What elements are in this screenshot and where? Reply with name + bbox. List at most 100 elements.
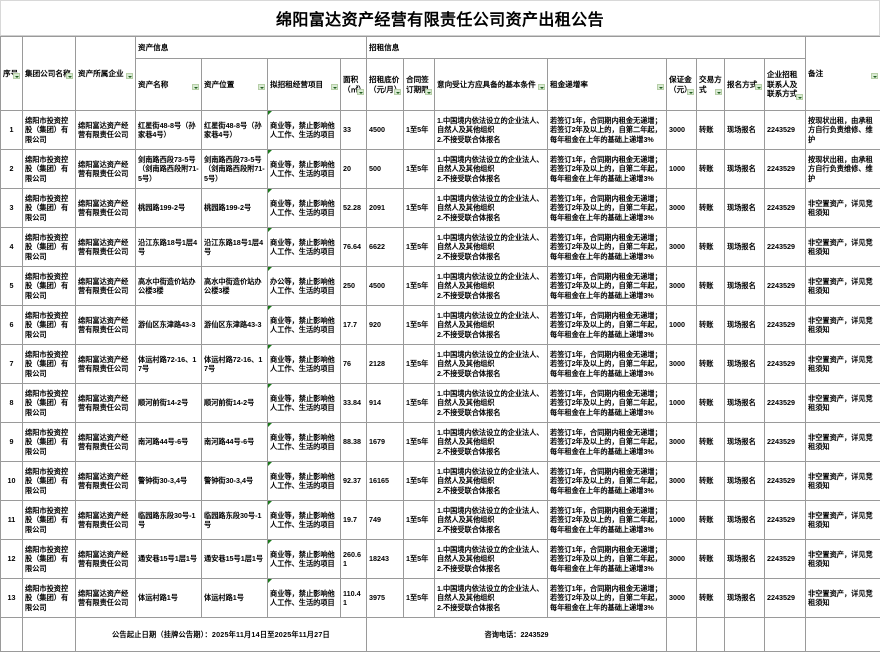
cell-owner-enterprise: 绵阳富达资产经营有限责任公司 <box>76 462 136 501</box>
col-header-contract-term[interactable]: 合同签订期限 <box>404 59 435 111</box>
footer-blank-4 <box>697 618 725 652</box>
filter-arrow-icon[interactable] <box>331 84 338 90</box>
filter-arrow-icon[interactable] <box>126 73 133 79</box>
cell-area: 110.41 <box>341 579 367 618</box>
col-header-deposit[interactable]: 保证金（元） <box>667 59 697 111</box>
cell-transaction-method: 转账 <box>697 306 725 345</box>
cell-transaction-method: 转账 <box>697 228 725 267</box>
cell-contract-term: 1至5年 <box>404 267 435 306</box>
cell-contact: 2243529 <box>765 540 806 579</box>
col-header-owner-enterprise[interactable]: 资产所属企业 <box>76 37 136 111</box>
filter-arrow-icon[interactable] <box>66 73 73 79</box>
filter-arrow-icon[interactable] <box>192 84 199 90</box>
cell-rent-escalation: 若签订1年，合同期内租金无递增；若签订2年及以上的，自第二年起，每年租金在上年的… <box>548 267 667 306</box>
col-header-transaction-method[interactable]: 交易方式 <box>697 59 725 111</box>
cell-index: 11 <box>1 501 23 540</box>
filter-arrow-icon[interactable] <box>357 89 364 95</box>
cell-deposit: 3000 <box>667 111 697 150</box>
col-header-base-price[interactable]: 招租底价（元/月） <box>367 59 404 111</box>
cell-owner-enterprise: 绵阳富达资产经营有限责任公司 <box>76 501 136 540</box>
cell-contact: 2243529 <box>765 111 806 150</box>
group-header-rent-info: 招租信息 <box>367 37 806 59</box>
cell-proposed-business: 商业等，禁止影响他人工作、生活的项目 <box>268 462 341 501</box>
col-header-signup-method[interactable]: 报名方式 <box>725 59 765 111</box>
filter-arrow-icon[interactable] <box>258 84 265 90</box>
cell-remark: 非空置资产，详见竞租须知 <box>806 189 880 228</box>
filter-arrow-icon[interactable] <box>13 73 20 79</box>
cell-index: 2 <box>1 150 23 189</box>
col-header-contact[interactable]: 企业招租联系人及联系方式 <box>765 59 806 111</box>
filter-arrow-icon[interactable] <box>755 84 762 90</box>
filter-arrow-icon[interactable] <box>687 89 694 95</box>
filter-arrow-icon[interactable] <box>715 89 722 95</box>
filter-arrow-icon[interactable] <box>871 73 878 79</box>
filter-arrow-icon[interactable] <box>425 89 432 95</box>
cell-remark: 非空置资产，详见竞租须知 <box>806 579 880 618</box>
cell-remark: 非空置资产，详见竞租须知 <box>806 228 880 267</box>
cell-transaction-method: 转账 <box>697 267 725 306</box>
filter-arrow-icon[interactable] <box>538 84 545 90</box>
footer-blank-7 <box>806 618 880 652</box>
footer-blank-3 <box>667 618 697 652</box>
col-header-proposed-business[interactable]: 拟招租经营项目 <box>268 59 341 111</box>
col-header-index[interactable]: 序号 <box>1 37 23 111</box>
filter-arrow-icon[interactable] <box>796 94 803 100</box>
cell-deposit: 1000 <box>667 150 697 189</box>
col-header-group-company[interactable]: 集团公司名称 <box>23 37 76 111</box>
cell-rent-escalation: 若签订1年，合同期内租金无递增；若签订2年及以上的，自第二年起，每年租金在上年的… <box>548 150 667 189</box>
table-header: 序号 集团公司名称 资产所属企业 资产信息 招租信息 备注 <box>1 37 880 111</box>
col-header-asset-name[interactable]: 资产名称 <box>136 59 202 111</box>
cell-proposed-business: 商业等，禁止影响他人工作、生活的项目 <box>268 189 341 228</box>
cell-group-company: 绵阳市投资控股（集团）有限公司 <box>23 501 76 540</box>
cell-index: 9 <box>1 423 23 462</box>
cell-base-price: 2128 <box>367 345 404 384</box>
cell-deposit: 3000 <box>667 189 697 228</box>
filter-arrow-icon[interactable] <box>394 89 401 95</box>
col-header-rent-escalation[interactable]: 租金递增率 <box>548 59 667 111</box>
cell-index: 12 <box>1 540 23 579</box>
col-header-area[interactable]: 面积（㎡） <box>341 59 367 111</box>
cell-rent-escalation: 若签订1年，合同期内租金无递增；若签订2年及以上的，自第二年起，每年租金在上年的… <box>548 228 667 267</box>
page-title: 绵阳富达资产经营有限责任公司资产出租公告 <box>276 6 604 30</box>
cell-contract-term: 1至5年 <box>404 150 435 189</box>
cell-area: 52.28 <box>341 189 367 228</box>
cell-group-company: 绵阳市投资控股（集团）有限公司 <box>23 189 76 228</box>
footer-row: 公告起止日期（挂牌公告期）：2025年11月14日至2025年11月27日 咨询… <box>1 618 880 652</box>
cell-rent-escalation: 若签订1年，合同期内租金无递增；若签订2年及以上的，自第二年起，每年租金在上年的… <box>548 345 667 384</box>
cell-remark: 非空置资产，详见竞租须知 <box>806 345 880 384</box>
cell-contract-term: 1至5年 <box>404 462 435 501</box>
cell-remark: 非空置资产，详见竞租须知 <box>806 306 880 345</box>
cell-contact: 2243529 <box>765 306 806 345</box>
cell-signup-method: 现场报名 <box>725 150 765 189</box>
cell-base-price: 920 <box>367 306 404 345</box>
cell-owner-enterprise: 绵阳富达资产经营有限责任公司 <box>76 267 136 306</box>
cell-contract-term: 1至5年 <box>404 540 435 579</box>
cell-contact: 2243529 <box>765 462 806 501</box>
filter-arrow-icon[interactable] <box>657 84 664 90</box>
cell-contact: 2243529 <box>765 579 806 618</box>
cell-contract-term: 1至5年 <box>404 501 435 540</box>
cell-deposit: 3000 <box>667 228 697 267</box>
col-header-asset-location[interactable]: 资产位置 <box>202 59 268 111</box>
cell-transaction-method: 转账 <box>697 462 725 501</box>
cell-contract-term: 1至5年 <box>404 306 435 345</box>
cell-base-price: 4500 <box>367 111 404 150</box>
col-header-signup-method-label: 报名方式 <box>727 80 757 89</box>
cell-transaction-method: 转账 <box>697 384 725 423</box>
cell-contact: 2243529 <box>765 267 806 306</box>
cell-owner-enterprise: 绵阳富达资产经营有限责任公司 <box>76 345 136 384</box>
cell-area: 92.37 <box>341 462 367 501</box>
col-header-remark[interactable]: 备注 <box>806 37 880 111</box>
cell-area: 88.38 <box>341 423 367 462</box>
col-header-qualification[interactable]: 意向受让方应具备的基本条件 <box>435 59 548 111</box>
